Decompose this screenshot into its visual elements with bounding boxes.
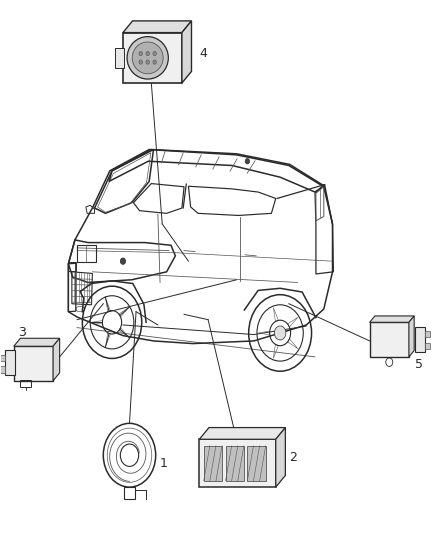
Circle shape <box>274 326 286 340</box>
Ellipse shape <box>127 37 168 79</box>
Circle shape <box>139 60 142 64</box>
Polygon shape <box>199 427 286 439</box>
Circle shape <box>120 258 126 264</box>
Text: 3: 3 <box>18 326 26 340</box>
Text: 5: 5 <box>416 358 424 372</box>
Circle shape <box>146 60 149 64</box>
Bar <box>0 355 6 361</box>
Bar <box>199 439 276 487</box>
Bar <box>0 367 6 373</box>
Text: 1: 1 <box>160 457 168 470</box>
Bar <box>20 379 31 387</box>
Bar <box>124 487 135 499</box>
Polygon shape <box>123 21 191 33</box>
Bar <box>247 446 266 481</box>
Circle shape <box>139 52 142 56</box>
Circle shape <box>153 60 156 64</box>
Polygon shape <box>409 316 414 357</box>
Text: 4: 4 <box>199 47 207 60</box>
Ellipse shape <box>132 42 163 74</box>
Text: 2: 2 <box>289 451 297 464</box>
Polygon shape <box>14 338 60 346</box>
Bar <box>226 446 244 481</box>
Bar <box>415 327 425 352</box>
Circle shape <box>245 159 250 164</box>
Bar <box>123 33 182 83</box>
Polygon shape <box>276 427 286 487</box>
Bar <box>115 48 124 68</box>
Bar <box>5 351 14 375</box>
Bar <box>425 343 430 349</box>
Bar <box>425 331 430 337</box>
Bar <box>370 322 409 357</box>
Bar <box>14 346 53 381</box>
Polygon shape <box>370 316 414 322</box>
Circle shape <box>153 52 156 56</box>
Polygon shape <box>182 21 191 83</box>
Bar <box>204 446 222 481</box>
Polygon shape <box>53 338 60 381</box>
Circle shape <box>146 52 149 56</box>
